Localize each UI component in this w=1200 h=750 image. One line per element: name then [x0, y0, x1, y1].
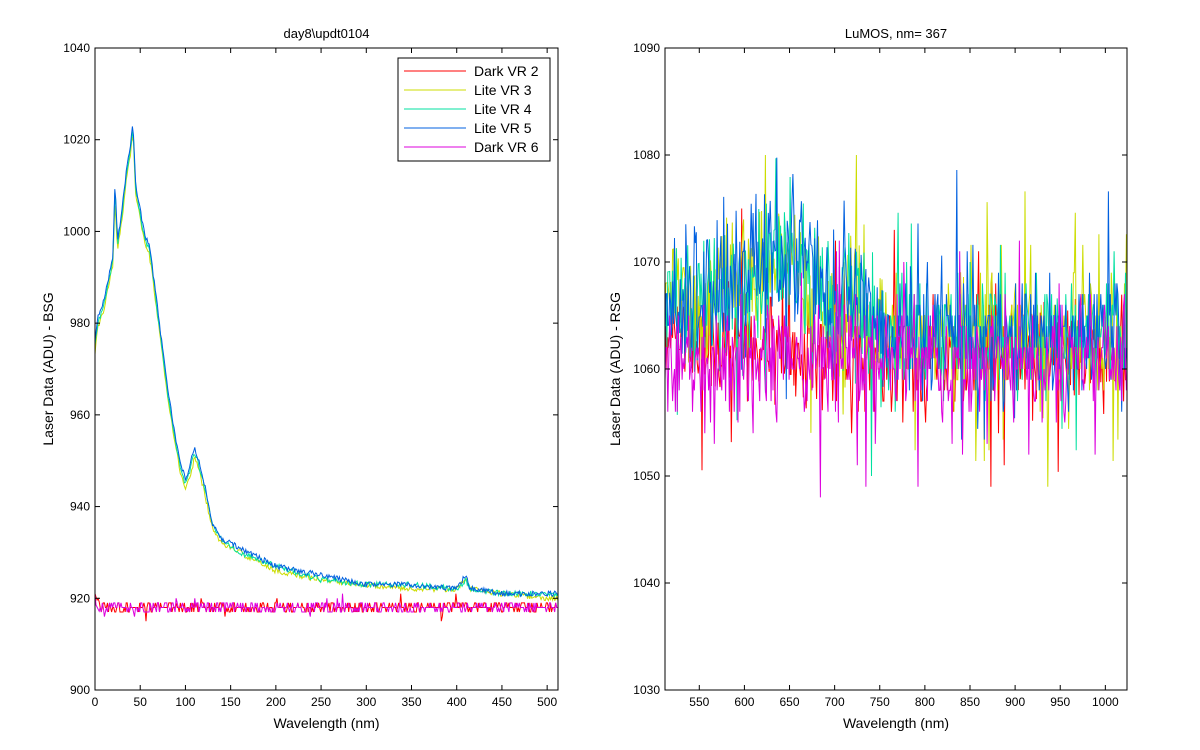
x-tick-label: 250 [311, 695, 331, 709]
x-tick-label: 550 [689, 695, 709, 709]
series-line-5 [95, 593, 558, 617]
x-tick-label: 600 [734, 695, 754, 709]
y-tick-label: 1070 [633, 255, 660, 269]
legend-label: Lite VR 5 [474, 120, 532, 136]
x-tick-label: 0 [92, 695, 99, 709]
y-tick-label: 980 [70, 316, 90, 330]
series-line-4 [95, 126, 558, 598]
x-axis-label: Wavelength (nm) [843, 715, 949, 731]
x-tick-label: 500 [537, 695, 557, 709]
y-tick-label: 1020 [63, 133, 90, 147]
x-tick-label: 200 [266, 695, 286, 709]
x-axis-label: Wavelength (nm) [273, 715, 379, 731]
y-axis-label: Laser Data (ADU) - BSG [40, 292, 56, 445]
legend-label: Lite VR 3 [474, 82, 532, 98]
x-tick-label: 900 [1005, 695, 1025, 709]
x-tick-label: 700 [825, 695, 845, 709]
x-tick-label: 400 [447, 695, 467, 709]
y-tick-label: 1080 [633, 148, 660, 162]
y-tick-label: 1030 [633, 683, 660, 697]
axes-frame [94, 47, 559, 691]
y-tick-label: 960 [70, 408, 90, 422]
x-tick-label: 800 [915, 695, 935, 709]
left-plot: 0 50 100 150 200 250 300 350 400 450 500 900 920 940 9… [40, 26, 559, 731]
x-tick-label: 950 [1050, 695, 1070, 709]
y-tick-label: 1050 [633, 469, 660, 483]
x-tick-label: 750 [870, 695, 890, 709]
x-tick-label: 450 [492, 695, 512, 709]
series-line-5 [665, 240, 1127, 498]
chart-title: day8\updt0104 [283, 26, 369, 41]
x-tick-label: 300 [356, 695, 376, 709]
legend-label: Dark VR 6 [474, 139, 539, 155]
y-tick-label: 1000 [63, 224, 90, 238]
x-tick-label: 1000 [1092, 695, 1119, 709]
x-tick-label: 850 [960, 695, 980, 709]
y-tick-label: 940 [70, 500, 90, 514]
chart-title: LuMOS, nm= 367 [845, 26, 947, 41]
legend-label: Lite VR 4 [474, 101, 532, 117]
x-tick-label: 100 [175, 695, 195, 709]
legend-label: Dark VR 2 [474, 63, 539, 79]
y-tick-label: 900 [70, 683, 90, 697]
series-group [665, 154, 1127, 498]
x-tick-label: 650 [780, 695, 800, 709]
y-tick-label: 1090 [633, 41, 660, 55]
x-tick-label: 350 [401, 695, 421, 709]
legend: Dark VR 2 Lite VR 3 Lite VR 4 Lite VR 5 Dark… [397, 57, 551, 162]
y-tick-label: 1040 [63, 41, 90, 55]
right-plot: 550 600 650 700 750 800 850 900 950 1000 1030 1040 1… [607, 26, 1128, 731]
y-tick-label: 1060 [633, 362, 660, 376]
x-tick-label: 50 [134, 695, 148, 709]
x-tick-label: 150 [221, 695, 241, 709]
y-axis-label: Laser Data (ADU) - RSG [607, 292, 623, 446]
y-tick-label: 920 [70, 591, 90, 605]
series-group [95, 126, 558, 622]
y-tick-label: 1040 [633, 576, 660, 590]
